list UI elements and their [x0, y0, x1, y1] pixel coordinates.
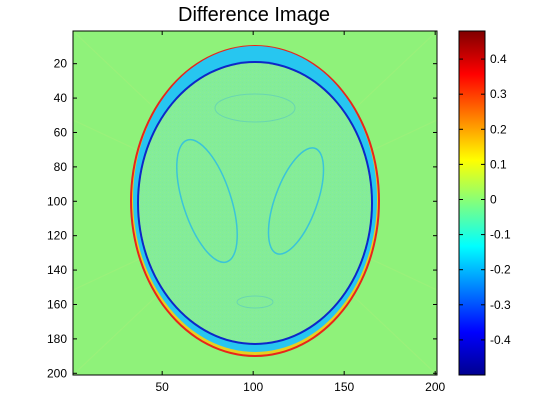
y-tick-label: 160 — [47, 297, 67, 311]
right-ventricle — [267, 147, 325, 255]
lower-structure — [236, 295, 274, 309]
x-tick-label: 150 — [334, 380, 354, 394]
colorbar — [458, 30, 486, 376]
x-tick-label: 100 — [243, 380, 263, 394]
y-tick-label: 200 — [47, 366, 67, 380]
colorbar-axis: -0.4 -0.3 -0.2 -0.1 0 0.1 0.2 0.3 0.4 — [459, 52, 511, 347]
colorbar-tick-label: -0.2 — [490, 263, 511, 277]
colorbar-tick-label: 0.1 — [490, 157, 507, 171]
colorbar-tick-label: -0.1 — [490, 228, 511, 242]
colorbar-tick-label: 0.2 — [490, 122, 507, 136]
interior-noise — [139, 63, 371, 343]
x-tick-label: 200 — [425, 380, 445, 394]
colorbar-tick-label: 0.3 — [490, 87, 507, 101]
y-tick-label: 60 — [54, 125, 68, 139]
plot-frame — [72, 30, 438, 376]
colorbar-tick-label: 0.4 — [490, 52, 507, 66]
y-tick-label: 100 — [47, 194, 67, 208]
y-axis: 20 40 60 80 100 120 140 160 180 200 — [47, 57, 437, 380]
y-tick-label: 20 — [54, 57, 68, 71]
y-tick-label: 120 — [47, 229, 67, 243]
y-tick-label: 40 — [54, 91, 68, 105]
colorbar-tick-label: -0.3 — [490, 298, 511, 312]
x-axis: 50 100 150 200 — [156, 31, 446, 394]
x-tick-label: 50 — [156, 380, 170, 394]
y-tick-label: 80 — [54, 160, 68, 174]
y-tick-label: 180 — [47, 332, 67, 346]
colorbar-tick-label: -0.4 — [490, 333, 511, 347]
left-ventricle — [176, 138, 238, 264]
plot-area — [73, 31, 437, 375]
upper-structure — [214, 93, 296, 123]
colorbar-tick-label: 0 — [490, 192, 497, 206]
chart-title: Difference Image — [178, 4, 330, 26]
y-tick-label: 140 — [47, 263, 67, 277]
